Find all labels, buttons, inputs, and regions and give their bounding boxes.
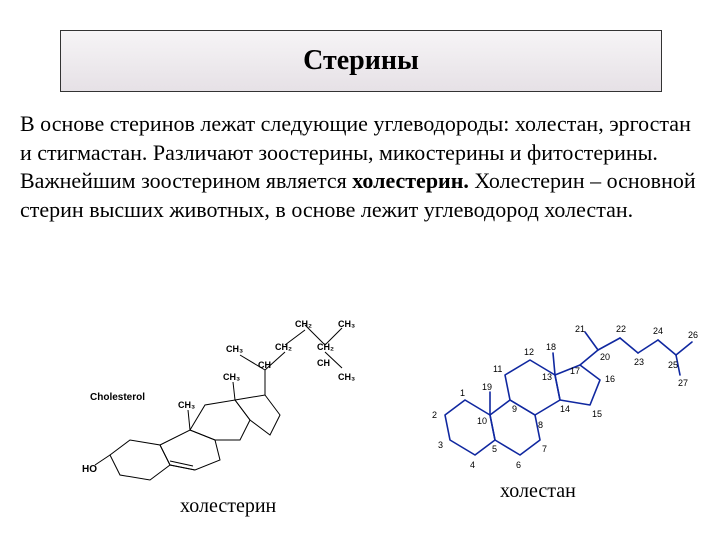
paragraph-bold-1: холестерин. [352,168,469,193]
num-1: 1 [460,388,465,398]
num-3: 3 [438,440,443,450]
num-19: 19 [482,382,492,392]
label-CH3-c27: CH₃ [338,372,355,382]
cholestane-structure: 1 2 3 4 5 6 7 8 9 10 11 12 13 14 15 16 1 [420,320,700,495]
label-CH3-c21: CH₃ [226,344,243,354]
num-27: 27 [678,378,688,388]
label-CH3-c26: CH₃ [338,319,355,329]
num-7: 7 [542,444,547,454]
label-CH3-c10: CH₃ [178,400,195,410]
caption-cholesterol: холестерин [180,495,276,518]
num-23: 23 [634,357,644,367]
label-CH3-c13: CH₃ [223,372,240,382]
cholestane-svg: 1 2 3 4 5 6 7 8 9 10 11 12 13 14 15 16 1 [420,320,700,490]
num-4: 4 [470,460,475,470]
label-CH2-c22: CH₂ [275,342,292,352]
caption-cholestane: холестан [500,480,576,503]
slide: Стерины В основе стеринов лежат следующи… [0,0,720,540]
body-paragraph: В основе стеринов лежат следующие углево… [20,110,700,224]
label-CH2-c23: CH₂ [295,319,312,329]
num-22: 22 [616,324,626,334]
num-16: 16 [605,374,615,384]
label-CH-c25: CH [317,358,330,368]
num-15: 15 [592,409,602,419]
num-9: 9 [512,404,517,414]
num-18: 18 [546,342,556,352]
label-cholesterol: Cholesterol [90,392,145,403]
num-5: 5 [492,444,497,454]
label-CH-c20: CH [258,360,271,370]
num-2: 2 [432,410,437,420]
num-10: 10 [477,416,487,426]
num-13: 13 [542,372,552,382]
num-12: 12 [524,347,534,357]
num-17: 17 [570,366,580,376]
num-20: 20 [600,352,610,362]
title-text: Стерины [303,45,419,77]
num-21: 21 [575,324,585,334]
cholesterol-structure: HO Cholesterol CH₃ CH₃ CH₃ CH CH₂ CH₂ CH… [80,300,370,495]
label-CH2-c24: CH₂ [317,342,334,352]
figures-area: HO Cholesterol CH₃ CH₃ CH₃ CH CH₂ CH₂ CH… [20,300,700,510]
num-26: 26 [688,330,698,340]
cholesterol-svg: HO Cholesterol CH₃ CH₃ CH₃ CH CH₂ CH₂ CH… [80,300,370,490]
num-14: 14 [560,404,570,414]
num-25: 25 [668,360,678,370]
label-HO: HO [82,464,97,475]
num-8: 8 [538,420,543,430]
title-box: Стерины [60,30,662,92]
num-11: 11 [493,364,502,374]
num-24: 24 [653,326,663,336]
num-6: 6 [516,460,521,470]
